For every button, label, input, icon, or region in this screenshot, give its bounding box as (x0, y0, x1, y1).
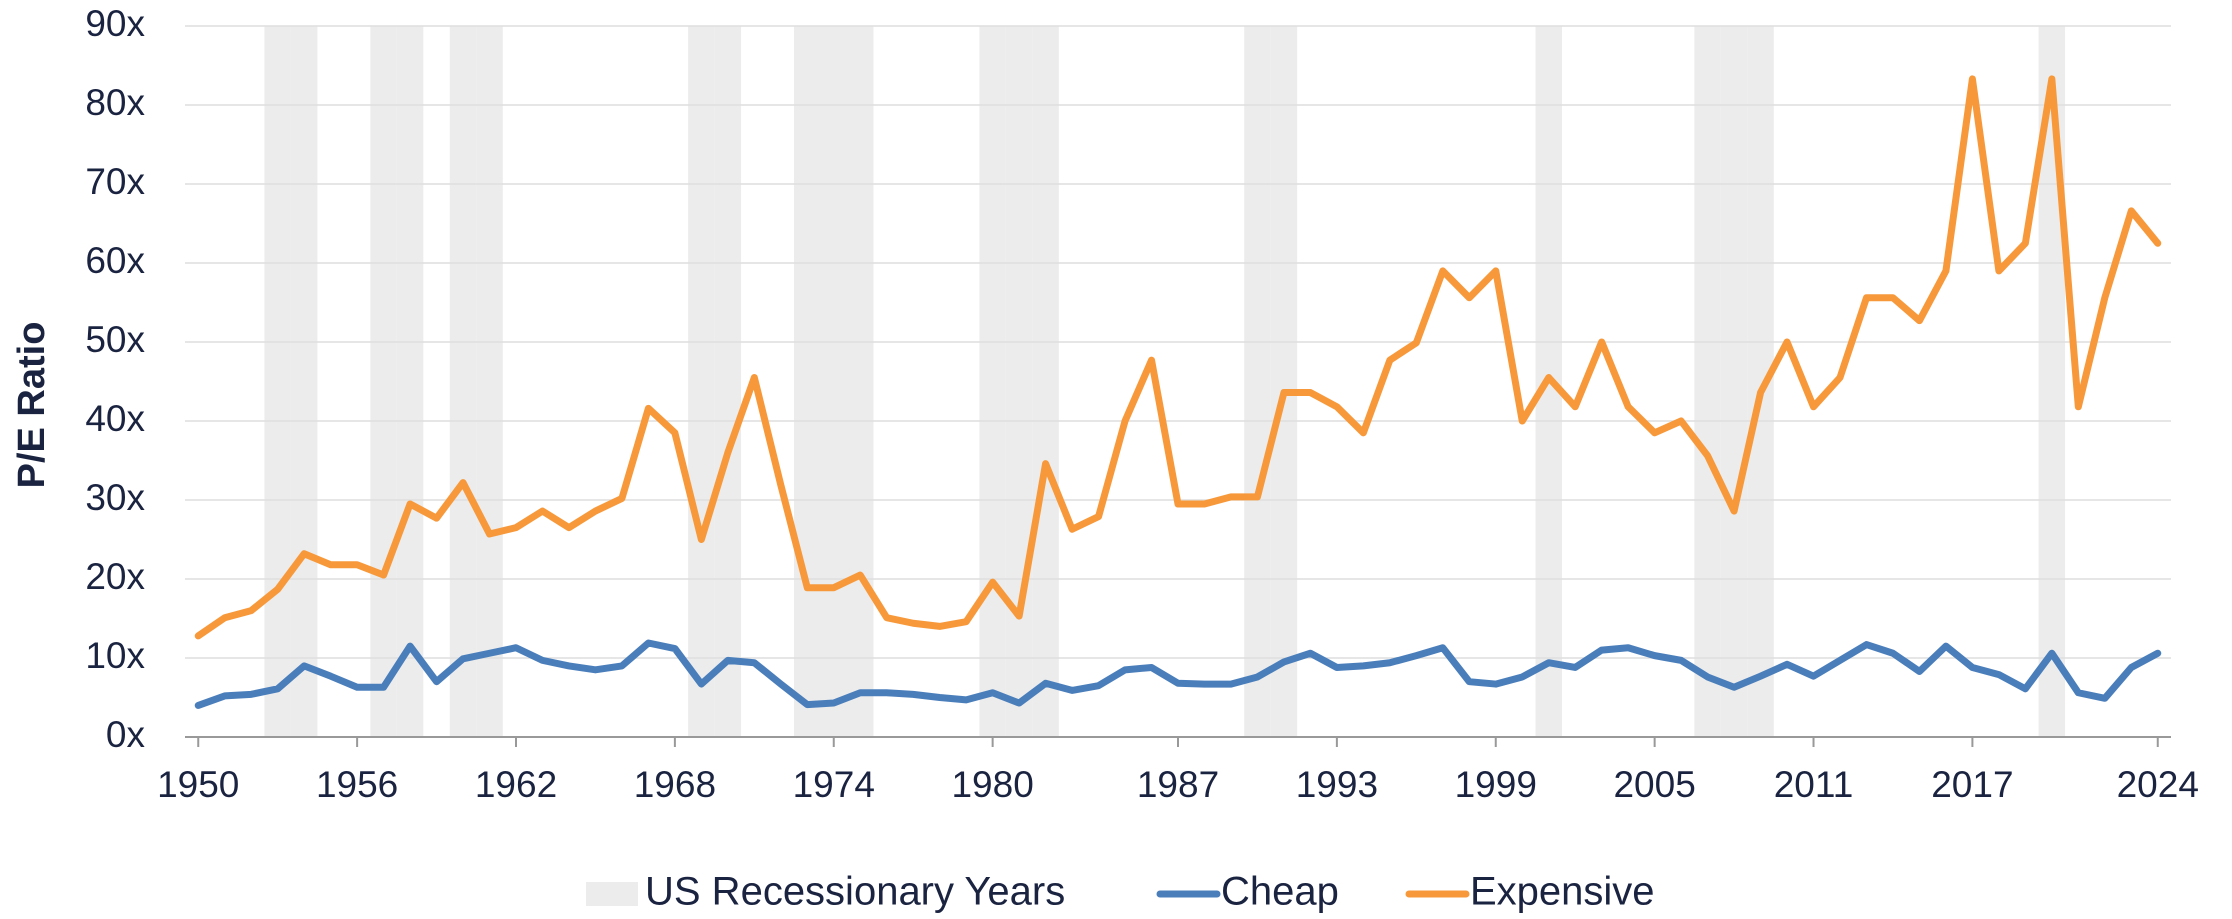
x-tick-label: 2011 (1774, 764, 1854, 805)
y-tick-label: 40x (85, 398, 145, 439)
recession-band (979, 26, 1006, 737)
recession-band (1244, 26, 1271, 737)
line-series (194, 75, 2162, 640)
legend-label: Cheap (1221, 870, 1339, 914)
y-tick-label: 60x (85, 240, 145, 281)
recession-band (1720, 26, 1748, 737)
x-tick-label: 2017 (1931, 764, 2013, 805)
x-tick-label: 1950 (157, 764, 239, 805)
legend-swatch (586, 882, 638, 906)
x-tick-label: 1987 (1137, 764, 1219, 805)
y-axis-label: P/E Ratio (11, 322, 53, 489)
x-tick-label: 1968 (634, 764, 716, 805)
recession-band (847, 26, 874, 737)
x-tick-label: 2005 (1613, 764, 1695, 805)
y-tick-label: 30x (85, 477, 145, 518)
recession-band (1694, 26, 1721, 737)
recession-band (264, 26, 291, 737)
recession-band (714, 26, 742, 737)
line-series (194, 639, 2162, 709)
y-tick-label: 80x (85, 82, 145, 123)
x-tick-label: 1974 (793, 764, 875, 805)
x-tick-label: 1999 (1455, 764, 1537, 805)
recession-band (1005, 26, 1033, 737)
x-tick-label: 1956 (316, 764, 398, 805)
x-tick-label: 1993 (1296, 764, 1378, 805)
recession-band (1032, 26, 1059, 737)
recession-band (290, 26, 318, 737)
x-tick-label: 2024 (2117, 764, 2199, 805)
recession-band (396, 26, 424, 737)
y-tick-label: 90x (85, 3, 145, 44)
recession-band (449, 26, 477, 737)
recession-band (1270, 26, 1298, 737)
legend-label: US Recessionary Years (645, 870, 1065, 914)
y-tick-label: 10x (85, 635, 145, 676)
recession-band (688, 26, 715, 737)
x-tick-label: 1962 (475, 764, 557, 805)
recession-band (820, 26, 847, 737)
y-tick-label: 50x (85, 319, 145, 360)
legend-label: Expensive (1470, 870, 1655, 914)
recession-band (794, 26, 821, 737)
y-tick-label: 20x (85, 556, 145, 597)
x-tick-label: 1980 (951, 764, 1033, 805)
recession-band (476, 26, 503, 737)
y-tick-label: 70x (85, 161, 145, 202)
recession-band (370, 26, 397, 737)
y-tick-label: 0x (106, 714, 146, 755)
